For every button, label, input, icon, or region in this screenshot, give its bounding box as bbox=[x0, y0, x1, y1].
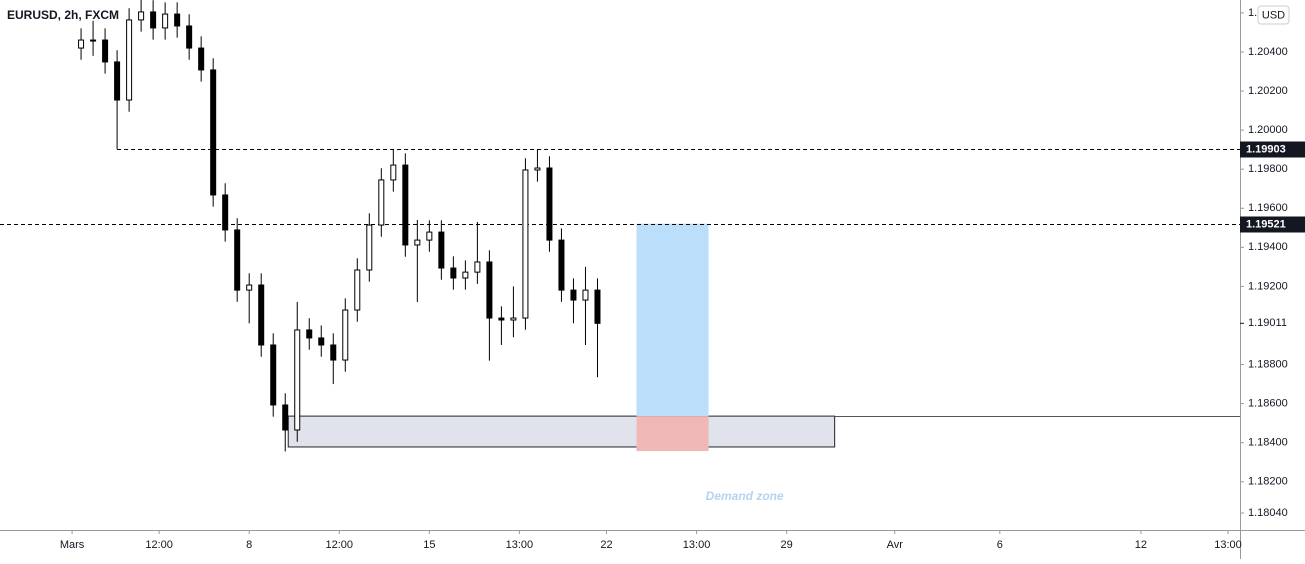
price-line-label-bg bbox=[1240, 141, 1305, 158]
candle-body bbox=[390, 164, 397, 181]
candle-body bbox=[594, 289, 601, 324]
candle-body bbox=[354, 269, 361, 311]
x-tick-label: 29 bbox=[781, 539, 793, 551]
candle-body bbox=[546, 167, 553, 241]
candle-body bbox=[426, 231, 433, 241]
candle-body bbox=[366, 224, 373, 271]
y-tick-label: 1.18400 bbox=[1248, 437, 1288, 449]
candle-body bbox=[126, 19, 133, 101]
candle-body bbox=[318, 337, 325, 346]
x-tick-label: 13:00 bbox=[1214, 539, 1242, 551]
candle-body bbox=[522, 169, 529, 319]
candle-body bbox=[330, 344, 337, 361]
candle-body bbox=[258, 284, 265, 346]
y-tick-label: 1.19800 bbox=[1248, 163, 1288, 175]
target-area bbox=[636, 223, 709, 417]
candle-body bbox=[90, 39, 97, 42]
stop-area bbox=[636, 416, 709, 452]
candle-body bbox=[150, 11, 157, 29]
x-tick-label: Mars bbox=[60, 539, 85, 551]
x-tick-label: 13:00 bbox=[506, 539, 534, 551]
y-tick-label: 1.18600 bbox=[1248, 398, 1288, 410]
x-tick-label: Avr bbox=[887, 539, 904, 551]
candle-body bbox=[222, 194, 229, 231]
candle-body bbox=[282, 404, 289, 431]
price-line-label-bg bbox=[1240, 216, 1305, 233]
y-tick-label: 1.20200 bbox=[1248, 85, 1288, 97]
y-tick-label: 1.18800 bbox=[1248, 358, 1288, 370]
x-tick-label: 12:00 bbox=[145, 539, 173, 551]
candle-body bbox=[414, 239, 421, 246]
x-tick-label: 22 bbox=[600, 539, 612, 551]
x-tick-label: 8 bbox=[246, 539, 252, 551]
candle-body bbox=[306, 329, 313, 339]
candle-body bbox=[186, 25, 193, 49]
candle-body bbox=[102, 39, 109, 63]
price-line-label: 1.19903 bbox=[1246, 143, 1286, 155]
currency-box[interactable] bbox=[1257, 5, 1290, 25]
y-tick-label: 1.18200 bbox=[1248, 476, 1288, 488]
candle-body bbox=[498, 317, 505, 321]
candle-body bbox=[270, 344, 277, 406]
x-tick-label: 6 bbox=[997, 539, 1003, 551]
candle-body bbox=[582, 289, 589, 301]
candle-body bbox=[246, 284, 253, 291]
x-tick-label: 12:00 bbox=[326, 539, 354, 551]
candle-body bbox=[510, 317, 517, 321]
candle-body bbox=[462, 271, 469, 279]
x-tick-label: 15 bbox=[423, 539, 435, 551]
candle-body bbox=[534, 167, 541, 171]
currency-label[interactable]: USD bbox=[1262, 9, 1285, 21]
candle-body bbox=[234, 229, 241, 291]
x-tick-label: 13:00 bbox=[683, 539, 711, 551]
candle-body bbox=[342, 309, 349, 361]
demand-zone bbox=[287, 415, 836, 448]
candle-body bbox=[174, 13, 181, 27]
chart-title: EURUSD, 2h, FXCM bbox=[7, 8, 119, 22]
candle-body bbox=[198, 47, 205, 71]
candle-body bbox=[378, 179, 385, 226]
candle-body bbox=[138, 11, 145, 21]
candle-body bbox=[78, 39, 85, 49]
candle-body bbox=[162, 13, 169, 29]
y-tick-label: 1.19200 bbox=[1248, 280, 1288, 292]
price-line-label: 1.19521 bbox=[1246, 218, 1286, 230]
candle-body bbox=[450, 267, 457, 279]
candle-body bbox=[474, 261, 481, 273]
candle-body bbox=[114, 61, 121, 101]
x-tick-label: 12 bbox=[1135, 539, 1147, 551]
last-price-label: 1.19011 bbox=[1248, 317, 1287, 329]
candle-body bbox=[558, 239, 565, 291]
y-tick-label: 1.20000 bbox=[1248, 124, 1288, 136]
y-tick-label: 1.19400 bbox=[1248, 241, 1288, 253]
candle-body bbox=[402, 164, 409, 246]
candle-body bbox=[210, 69, 217, 196]
candle-body bbox=[294, 329, 301, 431]
y-tick-label: 1.20400 bbox=[1248, 46, 1288, 58]
candle-body bbox=[486, 261, 493, 319]
axes: 1.18040 1.18200 1.18400 1.18600 1.18800 1.192… bbox=[60, 7, 1305, 551]
y-tick-label: 1.19600 bbox=[1248, 202, 1288, 214]
plot-area: Demand zone bbox=[0, 0, 1240, 503]
zone-label: Demand zone bbox=[706, 489, 784, 503]
last-price-bg bbox=[1241, 315, 1305, 332]
y-tick-label: 1.18040 bbox=[1248, 507, 1288, 519]
candle-body bbox=[438, 231, 445, 269]
candle-body bbox=[570, 289, 577, 301]
